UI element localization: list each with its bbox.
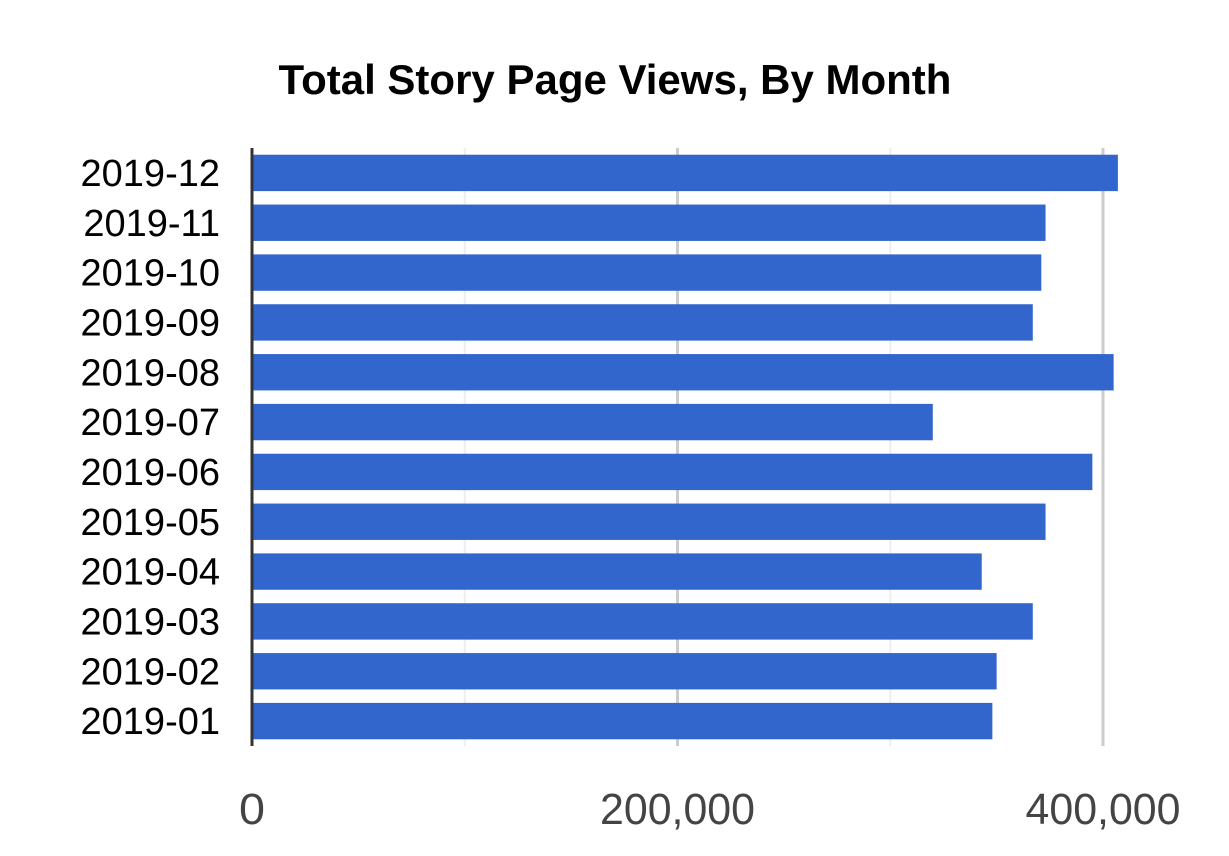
bar-2019-07 [252, 403, 933, 441]
category-label: 2019-05 [81, 502, 220, 544]
category-label: 2019-12 [81, 153, 220, 195]
x-tick-label: 0 [239, 785, 265, 834]
category-label: 2019-10 [81, 253, 220, 295]
bar-2019-10 [252, 254, 1042, 291]
category-label: 2019-03 [81, 601, 220, 643]
category-label: 2019-07 [81, 402, 220, 444]
bars [252, 154, 1118, 740]
bar-2019-05 [252, 503, 1046, 540]
category-label: 2019-04 [81, 552, 220, 594]
bar-2019-02 [252, 653, 997, 690]
bar-2019-06 [252, 453, 1093, 491]
bar-2019-03 [252, 603, 1033, 640]
x-tick-labels: 0 200,000 400,000 [239, 785, 1181, 834]
bar-2019-01 [252, 702, 993, 740]
category-label: 2019-01 [81, 701, 220, 743]
category-labels: 2019-12 2019-11 2019-10 2019-09 2019-08 2019-… [81, 153, 220, 743]
bar-2019-12 [252, 154, 1118, 192]
bar-2019-09 [252, 304, 1033, 341]
category-label: 2019-11 [83, 203, 220, 245]
category-label: 2019-09 [81, 302, 220, 344]
x-tick-label: 400,000 [1026, 785, 1181, 834]
chart-title: Total Story Page Views, By Month [279, 56, 952, 103]
category-label: 2019-06 [81, 452, 220, 494]
bar-2019-11 [252, 204, 1046, 241]
bar-2019-04 [252, 553, 982, 590]
category-label: 2019-08 [81, 352, 220, 394]
x-tick-label: 200,000 [600, 785, 755, 834]
category-label: 2019-02 [81, 651, 220, 693]
bar-2019-08 [252, 354, 1114, 391]
gridlines [463, 148, 1105, 746]
